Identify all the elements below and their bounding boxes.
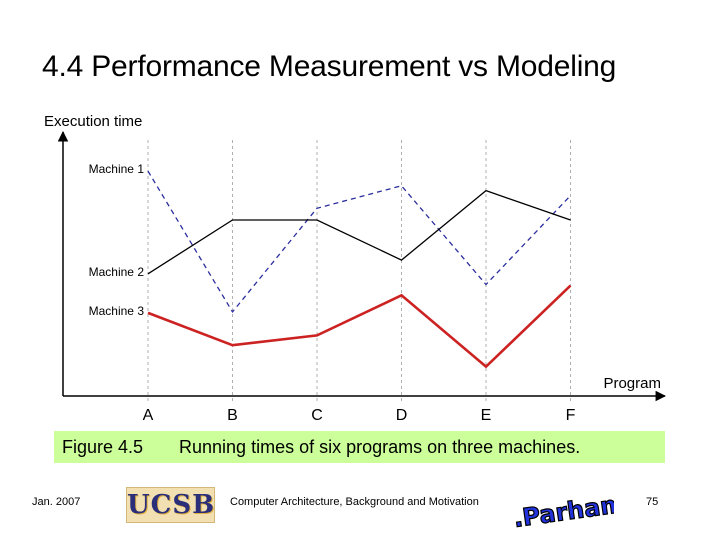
ucsb-logo: UCSB xyxy=(126,487,215,523)
series-label-machine-1: Machine 1 xyxy=(89,162,145,176)
series-line-machine-2 xyxy=(147,189,571,275)
page-number: 75 xyxy=(646,496,659,508)
figure-caption-text: Running times of six programs on three m… xyxy=(179,437,581,457)
x-tick-label-f: F xyxy=(566,407,576,424)
x-tick-label-d: D xyxy=(396,407,408,424)
series-layer xyxy=(147,170,572,369)
figure-caption: Figure 4.5 Running times of six programs… xyxy=(54,431,665,463)
author-logo: B.Parhami xyxy=(514,488,614,532)
x-tick-label-e: E xyxy=(481,407,492,424)
grid-lines xyxy=(147,140,571,402)
footer-date: Jan. 2007 xyxy=(32,496,81,508)
x-tick-label-c: C xyxy=(311,407,323,424)
series-label-machine-2: Machine 2 xyxy=(89,265,145,279)
x-tick-labels: A B C D E F xyxy=(143,407,576,424)
x-tick-label-a: A xyxy=(143,407,154,424)
series-line-machine-3 xyxy=(147,284,572,369)
series-line-machine-1 xyxy=(147,170,571,314)
svg-text:B.Parhami: B.Parhami xyxy=(514,488,614,532)
footer-course-title: Computer Architecture, Background and Mo… xyxy=(230,496,479,508)
x-tick-label-b: B xyxy=(227,407,238,424)
y-axis-label: Execution time xyxy=(44,113,142,130)
x-axis-label: Program xyxy=(603,375,661,392)
series-label-machine-3: Machine 3 xyxy=(89,304,145,318)
figure-number: Figure 4.5 xyxy=(62,437,144,457)
series-labels: Machine 1 Machine 2 Machine 3 xyxy=(89,162,145,318)
slide-title: 4.4 Performance Measurement vs Modeling xyxy=(42,50,617,83)
